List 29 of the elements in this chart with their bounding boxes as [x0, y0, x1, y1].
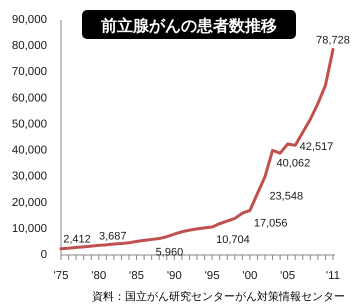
y-tick-label: 50,000	[12, 118, 47, 130]
data-label: 10,704	[216, 234, 250, 246]
y-tick-label: 30,000	[12, 170, 47, 183]
y-tick-label: 20,000	[12, 196, 47, 209]
data-label: 17,056	[254, 217, 288, 230]
data-label: 78,728	[316, 34, 350, 46]
data-label: 42,517	[300, 140, 334, 153]
x-tick-label: '85	[129, 270, 144, 282]
chart-title: 前立腺がんの患者数推移	[100, 16, 277, 35]
data-label: 40,062	[276, 157, 310, 170]
x-tick-label: '11	[326, 270, 340, 282]
x-tick-label: '90	[166, 270, 182, 282]
y-tick-label: 40,000	[12, 144, 47, 157]
x-tick-label: '05	[280, 270, 296, 282]
data-label: 5,960	[156, 246, 184, 258]
data-label: 3,687	[99, 230, 127, 242]
x-tick-label: '00	[242, 270, 258, 282]
y-tick-label: 10,000	[12, 222, 47, 235]
y-tick-label: 60,000	[12, 92, 47, 104]
data-label: 23,548	[269, 190, 304, 203]
y-tick-label: 70,000	[12, 66, 47, 78]
text: 資料：国立がん研究センターがん対策情報センター	[92, 290, 345, 303]
data-label: 2,412	[63, 234, 91, 246]
y-tick-label: 0	[40, 249, 47, 261]
x-tick-label: '80	[91, 270, 106, 282]
x-tick-label: '75	[54, 270, 68, 282]
y-tick-label: 90,000	[12, 14, 47, 26]
x-tick-label: '95	[204, 270, 220, 282]
y-tick-label: 80,000	[12, 40, 47, 52]
